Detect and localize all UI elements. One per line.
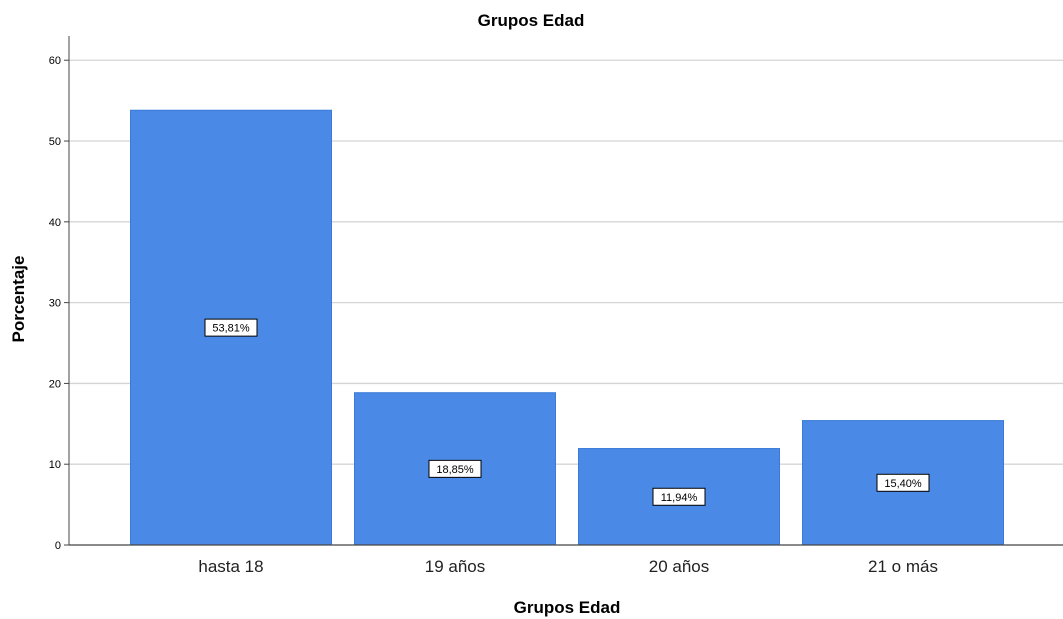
chart-title: Grupos Edad — [478, 11, 585, 30]
y-tick-label: 40 — [49, 217, 61, 229]
x-tick-label: 20 años — [649, 557, 710, 576]
axes: 0 10 20 30 40 50 60 hasta 18 19 años 20 años 21 o … — [49, 36, 1063, 576]
data-label-box — [204, 318, 258, 337]
data-label: 53,81% — [212, 323, 250, 335]
x-tick-label: 21 o más — [868, 557, 938, 576]
y-tick-label: 10 — [49, 459, 61, 471]
data-label: 11,94% — [661, 492, 698, 504]
x-tick-label: hasta 18 — [198, 557, 263, 576]
x-tick-label: 19 años — [425, 557, 486, 576]
data-label-box — [428, 459, 482, 478]
y-tick-label: 50 — [49, 136, 61, 148]
data-label-box — [876, 473, 930, 492]
y-tick-label: 20 — [49, 378, 61, 390]
data-labels: 53,81% 18,85% 11,94% 15,40% — [204, 318, 930, 506]
data-label-box — [652, 487, 706, 506]
bars — [130, 109, 1004, 546]
y-tick-label: 30 — [49, 298, 61, 310]
data-label: 18,85% — [436, 464, 474, 476]
y-tick-label: 0 — [55, 540, 61, 552]
data-label: 15,40% — [884, 478, 922, 490]
y-axis-title: Porcentaje — [9, 256, 28, 343]
y-tick-label: 60 — [49, 55, 61, 67]
x-axis-title: Grupos Edad — [514, 598, 621, 617]
